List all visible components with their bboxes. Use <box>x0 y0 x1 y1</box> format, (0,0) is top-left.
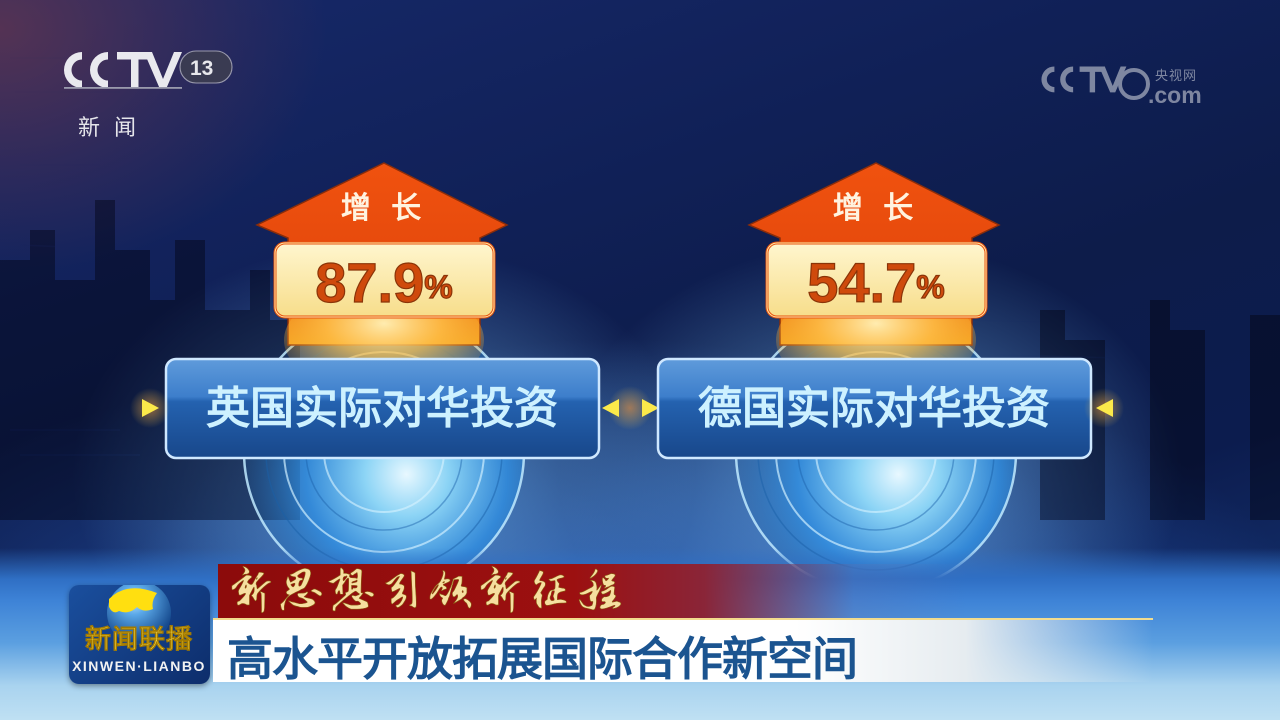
svg-text:德国实际对华投资: 德国实际对华投资 <box>698 384 1050 433</box>
svg-text:英国实际对华投资: 英国实际对华投资 <box>206 384 558 433</box>
svg-text:增 长: 增 长 <box>833 192 919 225</box>
svg-text:增 长: 增 长 <box>341 192 427 225</box>
svg-text:新思想引领新征程: 新思想引领新征程 <box>228 565 626 617</box>
svg-text:XINWEN·LIANBO: XINWEN·LIANBO <box>72 658 206 674</box>
svg-text:新闻联播: 新闻联播 <box>85 624 193 654</box>
